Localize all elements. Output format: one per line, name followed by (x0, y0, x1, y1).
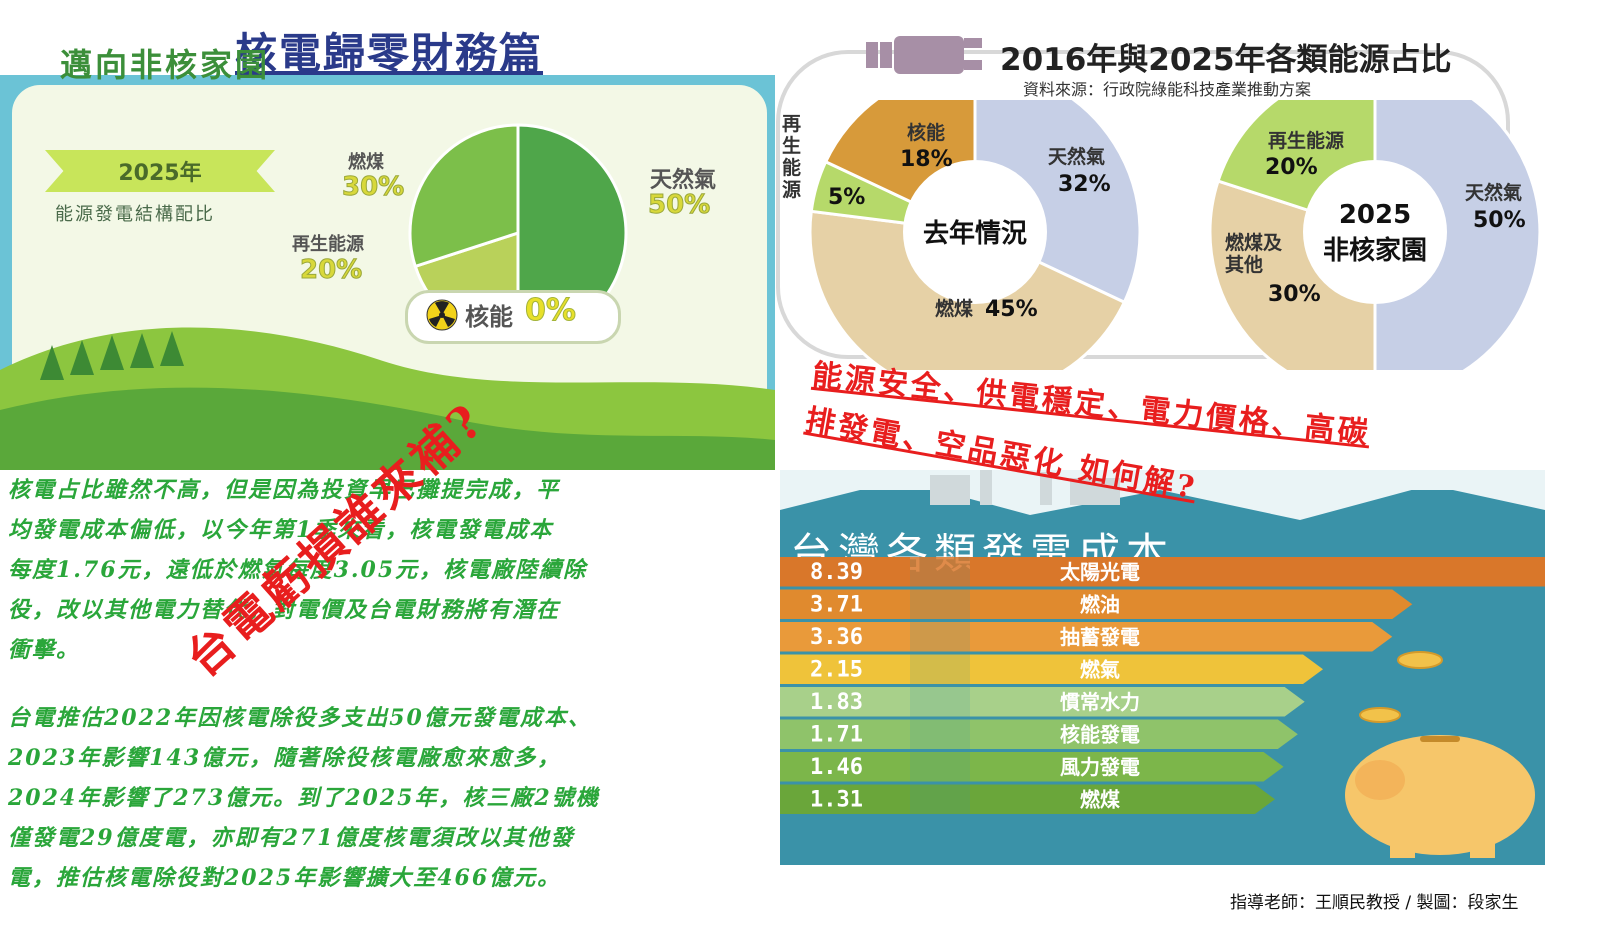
cost-category-label: 太陽光電 (1060, 560, 1140, 584)
nuclear-label: 核能 (465, 303, 513, 331)
cost-category-label: 風力發電 (1060, 755, 1140, 779)
paragraph-2-line: 台電推估2022年因核電除役多支出50億元發電成本、 (8, 705, 592, 731)
piggy-bank-icon (1345, 735, 1535, 858)
cost-bar (970, 589, 1413, 619)
cost-bar-connector (910, 654, 970, 684)
pie-label-gas: 天然氣 (650, 168, 717, 193)
paragraph-1: 核電占比雖然不高，但是因為投資早已攤提完成，平 均發電成本偏低，以今年第1季來看… (8, 470, 778, 670)
paragraph-2-line: 電，推估核電除役對2025年影響擴大至466億元。 (8, 865, 562, 891)
donut-hole (903, 160, 1047, 304)
cost-value-label: 3.36 (810, 625, 863, 650)
paragraph-1-line: 役，改以其他電力替代，對電價及台電財務將有潛在 (8, 597, 561, 623)
cost-category-label: 抽蓄發電 (1060, 625, 1140, 649)
cost-value-label: 1.83 (810, 690, 863, 715)
cost-bar-connector (910, 557, 970, 587)
year-ribbon-label: 2025年 (118, 161, 202, 186)
donut1-value-coal: 45% (985, 297, 1038, 322)
paragraph-1-line: 核電占比雖然不高，但是因為投資早已攤提完成，平 (8, 477, 561, 503)
pie-value-gas: 50% (647, 190, 711, 221)
hills-illustration (0, 327, 775, 470)
donut-chart-title: 2016年與2025年各類能源占比 (1000, 42, 1452, 78)
cost-category-label: 燃煤 (1080, 788, 1120, 812)
page-title: 核電歸零財務篇 (235, 29, 544, 78)
cost-value-label: 8.39 (810, 560, 863, 585)
donut1-value-nuclear: 18% (900, 147, 953, 172)
cost-chart-background (780, 470, 1545, 858)
cost-value-label: 1.31 (810, 788, 863, 813)
energy-mix-subtitle: 能源發電結構配比 (55, 204, 215, 225)
donut1-label-nuclear: 核能 (907, 122, 946, 144)
pie-value-coal: 30% (341, 172, 405, 203)
cost-bar (970, 654, 1324, 684)
donut2-label-renewable: 再生能源 (1268, 130, 1345, 152)
cost-category-label: 核能發電 (1060, 723, 1140, 747)
cost-category-label: 燃油 (1080, 593, 1120, 617)
paragraph-2-line: 僅發電29億度電，亦即有271億度核電須改以其他發 (8, 825, 575, 851)
pie-label-coal: 燃煤 (348, 152, 384, 173)
donut-right (1208, 100, 1542, 370)
cost-category-label: 慣常水力 (1060, 690, 1140, 714)
cost-value-box (780, 557, 910, 587)
cost-value-box (780, 719, 910, 749)
cost-bar-connector (910, 752, 970, 782)
cost-bar (970, 557, 1545, 587)
donut1-label-gas: 天然氣 (1048, 146, 1106, 168)
donut2-value-renewable: 20% (1265, 155, 1318, 180)
radiation-icon (426, 299, 458, 331)
donut2-center-year: 2025 (1338, 200, 1412, 230)
cost-bar (970, 687, 1305, 717)
donut2-value-gas: 50% (1473, 208, 1526, 233)
cost-value-box (780, 654, 910, 684)
paragraph-2: 台電推估2022年因核電除役多支出50億元發電成本、 2023年影響143億元，… (8, 698, 778, 898)
cost-value-label: 3.71 (810, 593, 863, 618)
paragraph-2-line: 2023年影響143億元，隨著除役核電廠愈來愈多， (8, 745, 562, 771)
cost-bar-connector (910, 589, 970, 619)
donut1-center-label: 去年情況 (922, 219, 1027, 249)
cost-bar (970, 784, 1275, 814)
cost-value-box (780, 589, 910, 619)
cost-bar-connector (910, 622, 970, 652)
donut1-label-coal: 燃煤 (935, 298, 974, 320)
year-ribbon (45, 150, 275, 192)
cost-bar-connector (910, 784, 970, 814)
cost-value-label: 1.46 (810, 755, 863, 780)
cost-category-label: 燃氣 (1080, 658, 1120, 682)
donut2-label-gas: 天然氣 (1465, 182, 1523, 204)
donut2-value-coal: 30% (1268, 282, 1321, 307)
donut-chart-source: 資料來源：行政院綠能科技產業推動方案 (1023, 80, 1312, 99)
paragraph-1-line: 每度1.76元，遠低於燃氣每度3.05元，核電廠陸續除 (8, 557, 588, 583)
pie-label-renewable: 再生能源 (292, 234, 364, 255)
donut1-label-renewable: 再生能源 (782, 113, 802, 201)
donut1-value-renewable: 5% (828, 185, 866, 210)
cost-bar (970, 752, 1284, 782)
pie-value-renewable: 20% (299, 255, 363, 286)
donut-left (808, 100, 1142, 370)
donut1-value-gas: 32% (1058, 172, 1111, 197)
nuclear-percent: 0% (525, 293, 577, 329)
cost-value-box (780, 752, 910, 782)
donut-hole (1303, 160, 1447, 304)
cost-bar-connector (910, 687, 970, 717)
cost-value-box (780, 687, 910, 717)
paragraph-1-line: 均發電成本偏低，以今年第1季來看，核電發電成本 (8, 517, 554, 543)
cost-bar (970, 719, 1298, 749)
pie-slice-0 (408, 123, 520, 269)
cost-value-box (780, 622, 910, 652)
donut2-label-coal: 燃煤及其他 (1225, 232, 1283, 276)
credit-line: 指導老師：王順民教授 / 製圖：段家生 (1230, 893, 1519, 913)
cost-value-label: 2.15 (810, 658, 863, 683)
cost-value-label: 1.71 (810, 723, 863, 748)
paragraph-2-line: 2024年影響了273億元。到了2025年，核三廠2號機 (8, 785, 600, 811)
energy-mix-heading: 邁向非核家園 (60, 46, 271, 84)
cost-bar (970, 622, 1393, 652)
cost-value-box (780, 784, 910, 814)
donut2-center-label: 非核家園 (1322, 236, 1427, 266)
paragraph-1-line: 衝擊。 (8, 637, 81, 663)
cost-bar-chart: 8.39 太陽光電 3.71 燃油 3.36 抽蓄發電 2.15 燃氣 1.83 慣常水力 1.71… (780, 557, 1545, 814)
cost-bar-connector (910, 719, 970, 749)
